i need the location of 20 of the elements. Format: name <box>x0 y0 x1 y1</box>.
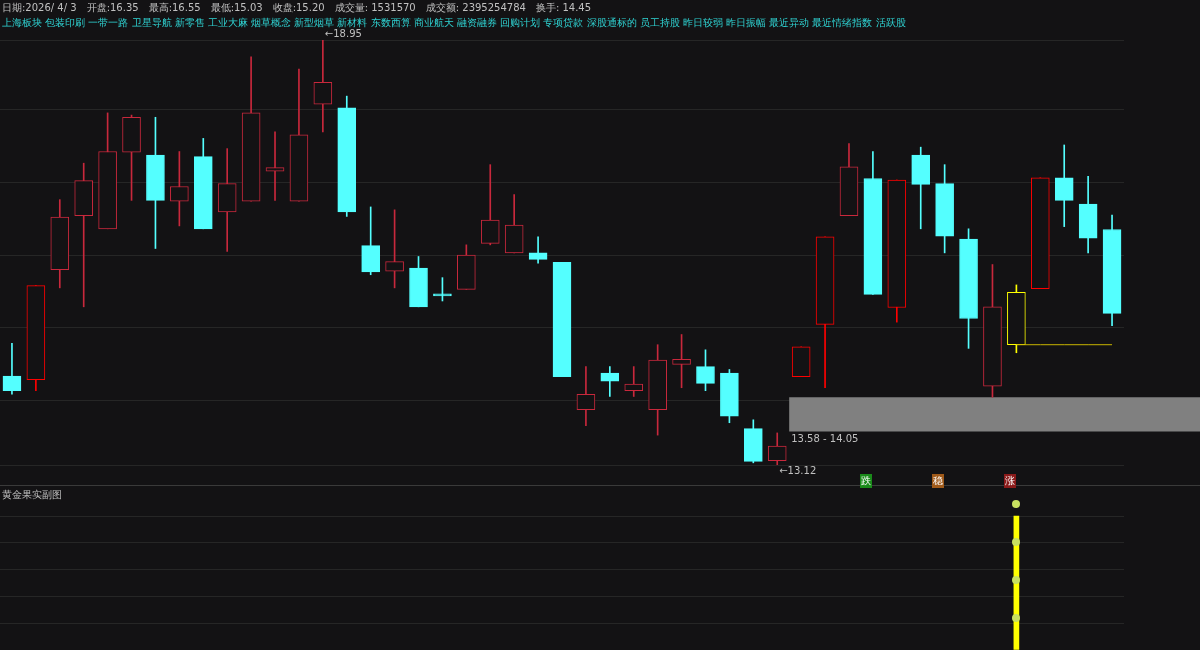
text: 换手: 14.45 <box>535 2 592 13</box>
text: 最高:16.55 <box>148 2 201 13</box>
text: 成交额: 2395254784 <box>425 2 526 13</box>
text: ←18.95 <box>324 27 362 39</box>
text: 最低:15.03 <box>210 2 263 13</box>
candlestick <box>74 162 94 308</box>
text: 日期:2026/ 4/ 3 <box>2 2 77 13</box>
annotation: ←13.12 <box>779 464 817 476</box>
candlestick <box>624 366 644 397</box>
text: 收盘:15.20 <box>272 2 325 13</box>
chart-title: 黄金果实副图 <box>2 488 62 502</box>
text: 开盘:16.35 <box>86 2 139 13</box>
text: 跌 <box>860 474 872 488</box>
text: 成交量: 1531570 <box>334 2 416 13</box>
text: 涨 <box>1004 474 1016 488</box>
candlestick <box>313 40 333 133</box>
candlestick <box>265 131 285 201</box>
chart-subtitle: 上海板块 包装印刷 一带一路 卫星导航 新零售 工业大麻 烟草概念 新型烟草 新材料 东数西算 商业航天 融资融券 回购计划 专项贷款 深股通标的 员工持股 昨日较弱 昨日振幅 最近异动 最近情绪指数 活跃股 <box>2 16 906 29</box>
text: 稳 <box>932 474 944 488</box>
band-label: 13.58 - 14.05 <box>791 433 859 445</box>
